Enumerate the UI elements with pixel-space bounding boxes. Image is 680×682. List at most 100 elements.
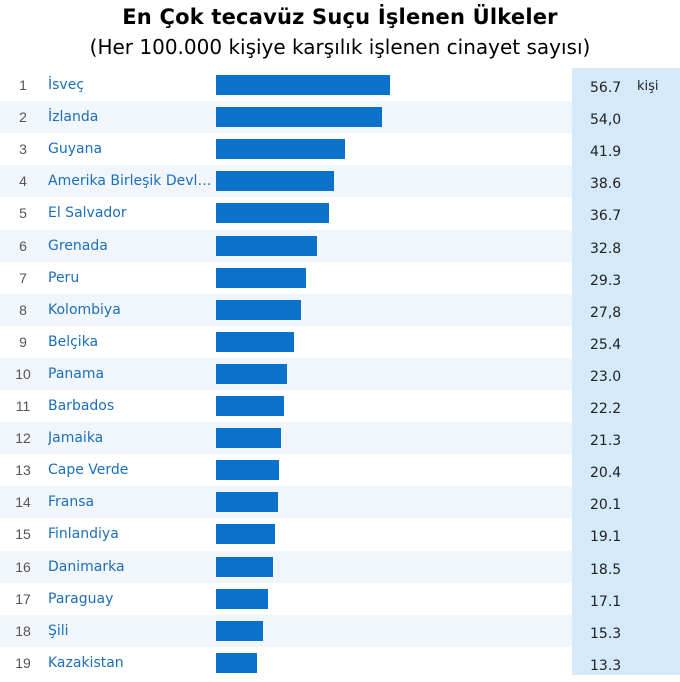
category-label[interactable]: Belçika bbox=[48, 333, 99, 350]
category-label[interactable]: Paraguay bbox=[48, 590, 114, 607]
rank-label: 9 bbox=[19, 333, 27, 350]
data-label: 18.5 bbox=[590, 561, 622, 578]
category-label[interactable]: Panama bbox=[48, 365, 105, 382]
bar bbox=[216, 588, 269, 609]
table-row: 12 Jamaika bbox=[0, 422, 572, 455]
rank-label: 14 bbox=[15, 494, 31, 511]
data-label: 25.4 bbox=[590, 336, 622, 353]
data-label: 22.2 bbox=[590, 401, 622, 417]
category-label[interactable]: Guyana bbox=[48, 141, 103, 158]
category-label[interactable]: Peru bbox=[48, 269, 80, 286]
table-row: 9 Belçika bbox=[0, 326, 572, 358]
category-label[interactable]: Danimarka bbox=[48, 558, 125, 575]
data-label: 20.4 bbox=[590, 465, 622, 482]
category-label[interactable]: Şili bbox=[48, 622, 69, 639]
table-row: 2 İzlanda bbox=[0, 101, 572, 134]
category-label[interactable]: İzlanda bbox=[48, 109, 99, 126]
rank-label: 11 bbox=[15, 398, 31, 414]
category-label[interactable]: Jamaika bbox=[48, 430, 104, 447]
rank-label: 2 bbox=[19, 109, 27, 126]
table-row: 11 Barbados bbox=[0, 390, 572, 422]
rank-label: 17 bbox=[15, 590, 31, 607]
unit-label: kişi bbox=[637, 79, 659, 94]
data-label: 17.1 bbox=[590, 593, 622, 610]
data-label: 36.7 bbox=[590, 208, 622, 225]
bar bbox=[216, 620, 263, 641]
chart-subtitle: (Her 100.000 kişiye karşılık işlenen cin… bbox=[89, 35, 591, 59]
table-row: 7 Peru bbox=[0, 262, 572, 294]
rank-label: 4 bbox=[19, 173, 27, 190]
table-row: 19 Kazakistan bbox=[0, 647, 572, 679]
data-label: 19.1 bbox=[590, 529, 622, 546]
table-row: 3 Guyana bbox=[0, 133, 572, 165]
category-label[interactable]: İsveç bbox=[48, 77, 85, 93]
bar bbox=[216, 363, 287, 384]
category-label[interactable]: Barbados bbox=[48, 398, 115, 414]
data-label: 56.7 bbox=[590, 80, 622, 96]
bar bbox=[216, 139, 345, 160]
category-label[interactable]: Amerika Birleşik Devletl... bbox=[48, 173, 216, 190]
rank-label: 13 bbox=[15, 462, 31, 479]
rank-label: 19 bbox=[15, 654, 31, 671]
chart-title: En Çok tecavüz Suçu İşlenen Ülkeler bbox=[122, 5, 558, 29]
bar bbox=[216, 331, 294, 352]
rank-label: 16 bbox=[15, 558, 31, 575]
rank-label: 12 bbox=[15, 430, 31, 447]
rank-label: 10 bbox=[15, 365, 31, 382]
bar bbox=[216, 75, 390, 95]
value-column-background bbox=[572, 68, 680, 675]
bar bbox=[216, 235, 317, 256]
bar bbox=[216, 203, 329, 224]
table-row: 18 Şili bbox=[0, 614, 572, 647]
rank-label: 3 bbox=[19, 141, 27, 158]
bar bbox=[216, 556, 273, 577]
data-label: 38.6 bbox=[590, 176, 622, 193]
data-label: 29.3 bbox=[590, 272, 622, 289]
table-row: 14 Fransa bbox=[0, 486, 572, 519]
category-label[interactable]: Kazakistan bbox=[48, 654, 124, 671]
table-row: 15 Finlandiya bbox=[0, 518, 572, 550]
bar bbox=[216, 428, 282, 449]
bar bbox=[216, 652, 257, 673]
bar bbox=[216, 524, 275, 545]
data-label: 32.8 bbox=[590, 240, 622, 257]
rank-label: 15 bbox=[15, 526, 31, 543]
category-label[interactable]: Cape Verde bbox=[48, 462, 129, 479]
bar bbox=[216, 396, 285, 416]
table-row: 10 Panama bbox=[0, 357, 572, 390]
category-label[interactable]: Kolombiya bbox=[48, 301, 121, 318]
data-label: 20.1 bbox=[590, 497, 622, 514]
table-row: 17 Paraguay bbox=[0, 583, 572, 615]
table-row: 13 Cape Verde bbox=[0, 454, 572, 486]
category-label[interactable]: Fransa bbox=[48, 494, 95, 511]
table-row: 6 Grenada bbox=[0, 229, 572, 262]
rank-label: 1 bbox=[19, 77, 27, 93]
rank-label: 8 bbox=[19, 301, 27, 318]
rank-label: 18 bbox=[15, 622, 31, 639]
bar bbox=[216, 492, 278, 513]
data-label: 23.0 bbox=[590, 368, 622, 385]
table-row: 1 İsveç bbox=[0, 69, 572, 101]
data-label: 15.3 bbox=[590, 625, 622, 642]
table-row: 4 Amerika Birleşik Devletl... bbox=[0, 165, 572, 198]
data-label: 21.3 bbox=[590, 433, 622, 450]
table-row: 16 Danimarka bbox=[0, 550, 572, 583]
table-row: 8 Kolombiya bbox=[0, 293, 572, 326]
data-label: 41.9 bbox=[590, 144, 622, 161]
data-label: 54,0 bbox=[590, 112, 622, 129]
bar bbox=[216, 460, 279, 481]
data-label: 27,8 bbox=[590, 304, 622, 321]
bar bbox=[216, 171, 335, 192]
category-label[interactable]: Finlandiya bbox=[48, 526, 119, 543]
category-label[interactable]: Grenada bbox=[48, 237, 108, 254]
bar bbox=[216, 107, 382, 128]
rank-label: 6 bbox=[19, 237, 27, 254]
table-row: 5 El Salvador bbox=[0, 197, 572, 229]
data-label: 13.3 bbox=[590, 657, 622, 674]
category-label[interactable]: El Salvador bbox=[48, 205, 127, 222]
bar bbox=[216, 299, 302, 320]
bar bbox=[216, 267, 306, 288]
rank-label: 5 bbox=[19, 205, 27, 222]
rank-label: 7 bbox=[19, 269, 27, 286]
